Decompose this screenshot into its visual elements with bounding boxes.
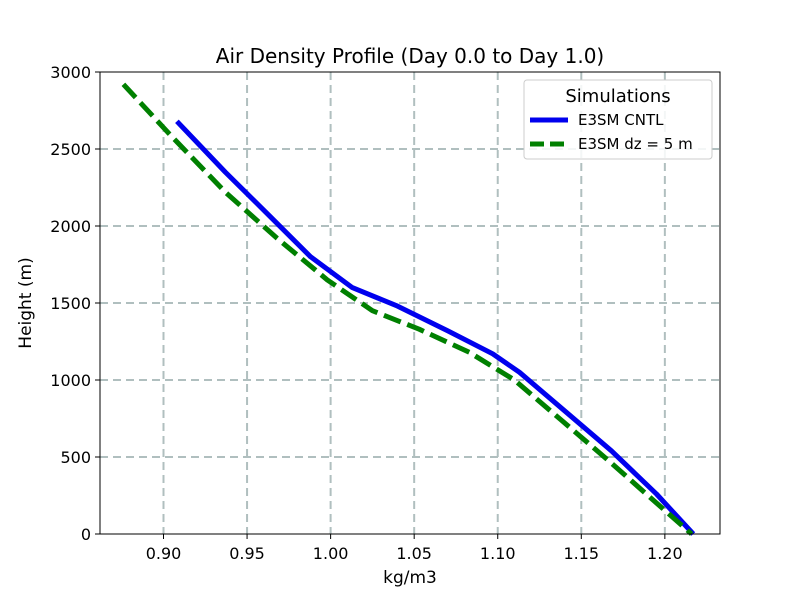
x-tick-label: 0.95 [229, 544, 265, 563]
series-layer [121, 82, 696, 536]
y-axis-ticks: 0 500 1000 1500 2000 2500 3000 [50, 63, 100, 544]
x-tick-label: 1.20 [647, 544, 683, 563]
legend-label-dz5: E3SM dz = 5 m [578, 135, 693, 153]
x-tick-label: 1.00 [313, 544, 349, 563]
y-tick-label: 1500 [50, 294, 91, 313]
y-tick-label: 2000 [50, 217, 91, 236]
x-axis-label: kg/m3 [383, 568, 437, 588]
y-tick-label: 1000 [50, 371, 91, 390]
legend-box [523, 79, 713, 160]
chart-title: Air Density Profile (Day 0.0 to Day 1.0) [216, 44, 604, 68]
y-tick-label: 0 [81, 525, 91, 544]
y-tick-label: 3000 [50, 63, 91, 82]
y-tick-label: 2500 [50, 140, 91, 159]
series-line-dz5 [121, 82, 694, 536]
legend: Simulations E3SM CNTL E3SM dz = 5 m [523, 79, 713, 160]
x-tick-label: 1.15 [563, 544, 599, 563]
y-axis-label: Height (m) [16, 257, 36, 348]
series-line-cntl [175, 119, 696, 536]
x-tick-label: 1.10 [480, 544, 516, 563]
x-tick-label: 1.05 [396, 544, 432, 563]
y-tick-label: 500 [60, 448, 91, 467]
legend-label-cntl: E3SM CNTL [578, 111, 664, 129]
x-tick-label: 0.90 [146, 544, 182, 563]
legend-title: Simulations [565, 86, 670, 107]
x-axis-ticks: 0.90 0.95 1.00 1.05 1.10 1.15 1.20 [146, 534, 683, 563]
grid-layer [100, 72, 720, 534]
